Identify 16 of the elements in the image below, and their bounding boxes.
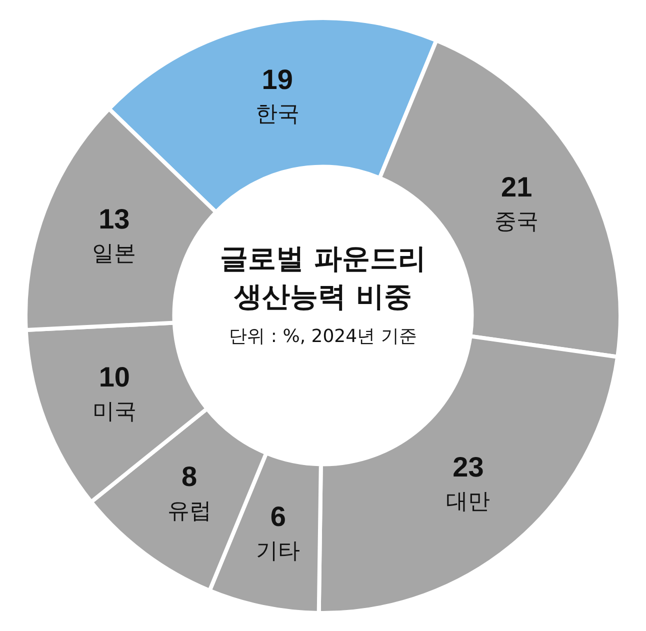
data-label: 8 bbox=[182, 460, 198, 492]
data-label: 10 bbox=[98, 361, 130, 392]
text: 단위 : %, 2024년 기준 bbox=[228, 325, 418, 349]
data-label: 23 bbox=[452, 452, 484, 483]
slice-label: 일본 bbox=[92, 242, 136, 267]
slice-label: 대만 bbox=[446, 490, 490, 515]
data-label: 21 bbox=[501, 171, 532, 202]
data-label: 19 bbox=[262, 64, 293, 95]
slice-label: 한국 bbox=[255, 102, 300, 127]
slice-label: 미국 bbox=[92, 399, 136, 424]
slice-label: 기타 bbox=[256, 538, 300, 564]
data-label: 6 bbox=[270, 500, 286, 532]
slice-label: 유럽 bbox=[167, 498, 212, 524]
text: 글로벌 파운드리 생산능력 비중 bbox=[219, 241, 427, 315]
data-label: 13 bbox=[98, 204, 130, 235]
slice-label: 중국 bbox=[494, 209, 539, 234]
